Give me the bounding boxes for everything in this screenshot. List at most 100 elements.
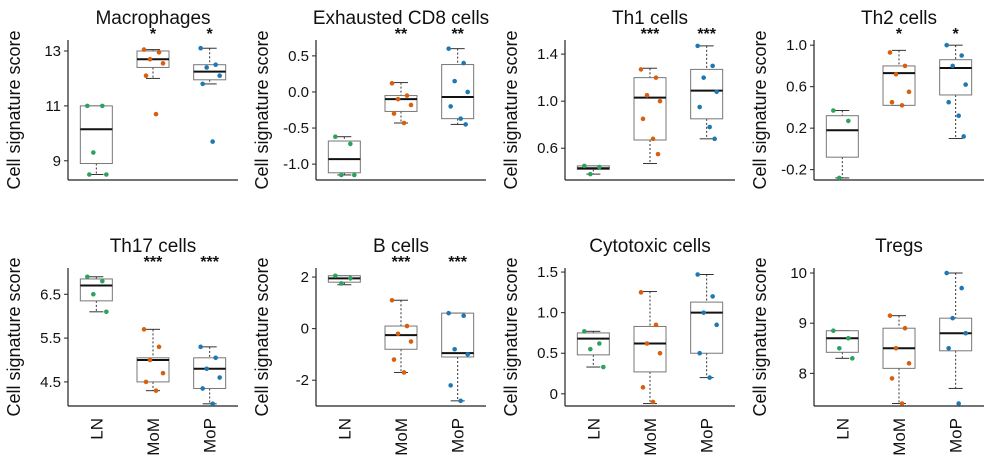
data-point bbox=[91, 291, 96, 297]
chart-title: B cells bbox=[373, 236, 429, 257]
data-point bbox=[458, 398, 463, 404]
data-point bbox=[465, 89, 470, 95]
data-point bbox=[701, 75, 706, 80]
y-tick-label: 1.4 bbox=[537, 46, 558, 63]
panel-th2-cells: Th2 cells Cell signature score -0.2 0.2 0.6 1… bbox=[750, 8, 984, 190]
data-point bbox=[147, 357, 153, 363]
data-point bbox=[640, 116, 646, 122]
y-tick-label: 2 bbox=[301, 269, 309, 286]
box-ln bbox=[825, 328, 859, 361]
data-point bbox=[404, 323, 410, 329]
data-point bbox=[959, 53, 964, 58]
data-point bbox=[710, 63, 715, 69]
x-category-label: LN bbox=[584, 418, 603, 440]
significance-marker: ** bbox=[451, 26, 464, 43]
data-point bbox=[963, 82, 968, 87]
y-tick-label: 8 bbox=[799, 365, 807, 382]
y-tick-label: 0.0 bbox=[288, 84, 309, 101]
data-point bbox=[588, 346, 593, 352]
data-point bbox=[657, 350, 663, 356]
chart-title: Cytotoxic cells bbox=[589, 236, 710, 257]
box-mom bbox=[882, 49, 916, 108]
panel-th17-cells: Th17 cells Cell signature score 4.5 5.5 6.5 *… bbox=[4, 236, 238, 456]
x-category-label: MoP bbox=[947, 418, 966, 453]
data-point bbox=[597, 341, 602, 346]
box-mom bbox=[633, 290, 667, 405]
data-point bbox=[714, 89, 719, 95]
data-point bbox=[408, 102, 414, 108]
data-point bbox=[946, 99, 951, 105]
data-point bbox=[213, 355, 218, 361]
data-point bbox=[446, 310, 451, 316]
iqr-box bbox=[633, 77, 667, 141]
data-point bbox=[653, 322, 659, 328]
data-point bbox=[950, 315, 955, 321]
data-point bbox=[198, 45, 203, 51]
data-point bbox=[452, 346, 457, 352]
y-tick-label: 10 bbox=[790, 265, 807, 282]
data-point bbox=[601, 364, 606, 370]
data-point bbox=[452, 78, 457, 84]
x-category-label: LN bbox=[87, 418, 106, 440]
box-ln bbox=[327, 134, 361, 178]
data-point bbox=[650, 399, 656, 405]
box-ln bbox=[576, 329, 610, 370]
data-point bbox=[339, 172, 344, 178]
data-point bbox=[401, 120, 407, 126]
data-point bbox=[339, 281, 344, 286]
box-ln bbox=[327, 273, 361, 286]
box-mom bbox=[882, 313, 916, 406]
data-point bbox=[213, 62, 218, 68]
y-tick-label: 1.0 bbox=[537, 305, 558, 322]
iqr-box bbox=[633, 325, 667, 373]
data-point bbox=[448, 104, 453, 109]
significance-marker: *** bbox=[144, 254, 163, 271]
x-category-label: MoM bbox=[144, 418, 163, 456]
data-point bbox=[695, 272, 700, 277]
iqr-box bbox=[690, 68, 724, 120]
data-point bbox=[906, 89, 912, 95]
data-point bbox=[707, 124, 712, 130]
data-point bbox=[204, 366, 209, 372]
chart-title: Macrophages bbox=[95, 8, 210, 29]
data-point bbox=[597, 164, 602, 170]
data-point bbox=[710, 294, 715, 299]
data-point bbox=[461, 313, 466, 319]
y-axis-label: Cell signature score bbox=[252, 30, 272, 189]
data-point bbox=[147, 56, 153, 62]
data-point bbox=[465, 352, 470, 357]
y-tick-label: 5.5 bbox=[40, 330, 61, 347]
data-point bbox=[404, 93, 410, 98]
y-axis-label: Cell signature score bbox=[4, 257, 24, 416]
data-point bbox=[582, 163, 587, 169]
x-category-label: MoM bbox=[392, 418, 411, 456]
significance-marker: *** bbox=[392, 254, 411, 271]
iqr-box bbox=[690, 301, 724, 354]
y-tick-label: -0.5 bbox=[283, 120, 309, 137]
data-point bbox=[352, 172, 357, 178]
data-point bbox=[714, 322, 719, 328]
significance-marker: * bbox=[207, 26, 214, 43]
y-axis-label: Cell signature score bbox=[252, 257, 272, 416]
significance-marker: ** bbox=[395, 26, 408, 43]
x-category-label: LN bbox=[833, 418, 852, 440]
data-point bbox=[100, 278, 105, 284]
data-point bbox=[850, 356, 855, 361]
iqr-box bbox=[384, 325, 418, 350]
box-mop bbox=[441, 46, 475, 127]
y-tick-label: 1.5 bbox=[537, 264, 558, 281]
box-mop bbox=[690, 43, 724, 142]
data-point bbox=[697, 104, 702, 110]
data-point bbox=[712, 136, 717, 142]
data-point bbox=[902, 63, 908, 69]
data-point bbox=[348, 141, 353, 147]
significance-marker: * bbox=[150, 26, 157, 43]
data-point bbox=[204, 65, 209, 70]
data-point bbox=[395, 331, 401, 337]
chart-title: Tregs bbox=[875, 236, 923, 257]
y-tick-label: 1.0 bbox=[786, 37, 807, 54]
data-point bbox=[141, 327, 147, 332]
data-point bbox=[458, 116, 463, 121]
data-point bbox=[889, 376, 895, 381]
y-tick-label: 6.5 bbox=[40, 286, 61, 303]
